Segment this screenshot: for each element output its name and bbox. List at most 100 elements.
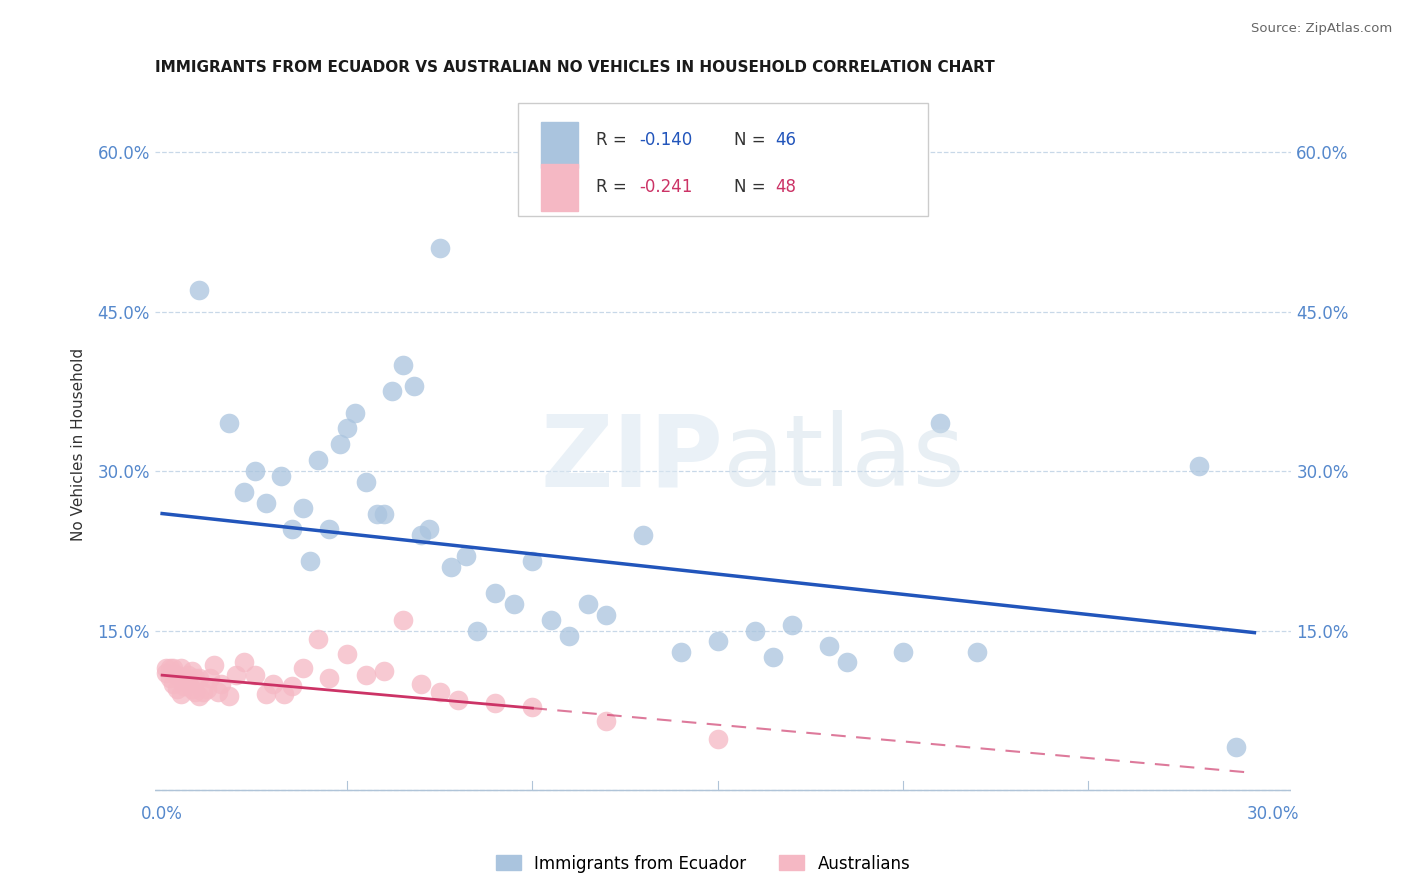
Point xyxy=(159,671,181,685)
Point xyxy=(484,586,506,600)
Text: 46: 46 xyxy=(775,130,796,149)
Text: IMMIGRANTS FROM ECUADOR VS AUSTRALIAN NO VEHICLES IN HOUSEHOLD CORRELATION CHART: IMMIGRANTS FROM ECUADOR VS AUSTRALIAN NO… xyxy=(155,60,994,75)
Point xyxy=(177,668,200,682)
Point xyxy=(522,554,544,568)
Text: R =: R = xyxy=(596,130,631,149)
Point xyxy=(188,283,211,297)
Point xyxy=(162,676,184,690)
Point xyxy=(155,666,177,681)
Point xyxy=(169,661,191,675)
Point xyxy=(454,549,477,563)
Point xyxy=(173,671,195,685)
Point xyxy=(928,416,950,430)
Point xyxy=(706,634,728,648)
Point xyxy=(218,416,240,430)
Point xyxy=(576,597,599,611)
Point xyxy=(280,523,302,537)
Point xyxy=(429,241,451,255)
Point xyxy=(780,618,803,632)
Point xyxy=(180,681,202,696)
Point xyxy=(411,528,433,542)
Point xyxy=(191,685,214,699)
Text: R =: R = xyxy=(596,178,631,195)
Point xyxy=(373,507,395,521)
Point xyxy=(232,656,254,670)
Point xyxy=(336,421,359,435)
Point xyxy=(262,676,284,690)
Point xyxy=(484,696,506,710)
Point xyxy=(318,671,340,685)
Point xyxy=(159,661,181,675)
Point xyxy=(343,405,366,419)
Point xyxy=(188,690,211,704)
Text: 48: 48 xyxy=(775,178,796,195)
Point xyxy=(558,629,581,643)
Text: ZIP: ZIP xyxy=(540,410,723,508)
Text: Source: ZipAtlas.com: Source: ZipAtlas.com xyxy=(1251,22,1392,36)
Point xyxy=(177,674,200,689)
Point xyxy=(418,523,440,537)
Point xyxy=(218,690,240,704)
Point xyxy=(280,679,302,693)
Point xyxy=(184,671,207,685)
Point xyxy=(336,647,359,661)
Point xyxy=(173,679,195,693)
Point xyxy=(291,661,314,675)
Point xyxy=(232,485,254,500)
Point xyxy=(1225,740,1247,755)
Point xyxy=(329,437,352,451)
Point xyxy=(447,692,470,706)
Point xyxy=(200,671,222,685)
Point xyxy=(540,613,562,627)
Point xyxy=(291,501,314,516)
Point xyxy=(254,687,277,701)
Point xyxy=(307,453,329,467)
Point xyxy=(373,664,395,678)
Point xyxy=(243,668,266,682)
Point xyxy=(273,687,295,701)
Point xyxy=(381,384,404,399)
Point xyxy=(633,528,655,542)
Point xyxy=(354,475,377,489)
Point xyxy=(595,607,617,622)
Point xyxy=(270,469,292,483)
Point xyxy=(669,645,692,659)
Point xyxy=(180,664,202,678)
Point xyxy=(354,668,377,682)
Point xyxy=(465,624,488,638)
Point xyxy=(166,681,188,696)
Text: atlas: atlas xyxy=(723,410,965,508)
Point xyxy=(402,379,425,393)
Point xyxy=(966,645,988,659)
Point xyxy=(440,559,463,574)
Point xyxy=(184,685,207,699)
Point xyxy=(744,624,766,638)
Point xyxy=(706,731,728,746)
Legend: Immigrants from Ecuador, Australians: Immigrants from Ecuador, Australians xyxy=(489,848,917,880)
Point xyxy=(169,687,191,701)
Point xyxy=(188,671,211,685)
Point xyxy=(162,661,184,675)
Point xyxy=(299,554,322,568)
Point xyxy=(429,685,451,699)
Point xyxy=(837,656,859,670)
Text: N =: N = xyxy=(734,130,772,149)
Point xyxy=(225,668,247,682)
Point xyxy=(817,640,839,654)
Text: N =: N = xyxy=(734,178,772,195)
FancyBboxPatch shape xyxy=(519,103,928,217)
Point xyxy=(502,597,524,611)
Point xyxy=(318,523,340,537)
Point xyxy=(202,657,225,672)
Point xyxy=(762,650,785,665)
Point xyxy=(254,496,277,510)
Point xyxy=(391,358,413,372)
Point xyxy=(243,464,266,478)
Point xyxy=(391,613,413,627)
Point xyxy=(891,645,914,659)
Point xyxy=(166,668,188,682)
Point xyxy=(207,685,229,699)
Y-axis label: No Vehicles in Household: No Vehicles in Household xyxy=(72,348,86,541)
FancyBboxPatch shape xyxy=(541,121,578,168)
Point xyxy=(411,676,433,690)
